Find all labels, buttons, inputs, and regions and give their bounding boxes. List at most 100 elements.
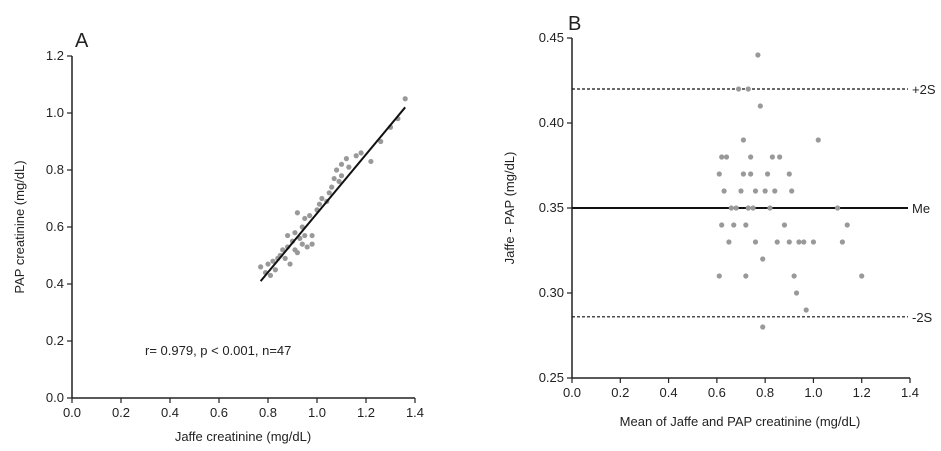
panel-b-data-point	[735, 86, 742, 92]
panel-b-label: B	[568, 13, 581, 35]
panel-b-data-point	[738, 188, 744, 194]
panel-a-data-point	[358, 150, 364, 156]
panel-b-data-point	[745, 86, 751, 92]
panel-b-data-point	[859, 273, 865, 279]
panel-b-data-point	[772, 188, 778, 194]
panel-b-x-ticks: 0.0 0.2 0.4 0.6 0.8 1.0 1.2 1.4	[563, 378, 919, 400]
panel-b-y-tick-label: 0.30	[539, 285, 564, 300]
panel-a-x-tick-label: 1.4	[406, 405, 424, 420]
panel-a-data-point	[334, 167, 340, 173]
panel-a-data-point	[294, 250, 300, 256]
panel-b-data-point	[774, 239, 780, 245]
panel-b-data-point	[844, 222, 850, 228]
panel-a-points	[258, 96, 408, 279]
panel-b-y-label: Jaffe - PAP (mg/dL)	[502, 152, 517, 265]
panel-b-reference-label: +2S	[912, 82, 936, 97]
panel-a-y-ticks: 0.0 0.2 0.4 0.6 0.8 1.0 1.2	[46, 48, 72, 405]
panel-b-data-point	[786, 239, 792, 245]
panel-b-x-tick-label: 0.6	[708, 385, 726, 400]
panel-a-data-point	[353, 153, 359, 159]
panel-a-data-point	[304, 244, 310, 250]
panel-a-data-point	[316, 201, 323, 207]
panel-a-x-ticks: 0.0 0.2 0.4 0.6 0.8 1.0 1.2 1.4	[63, 398, 424, 420]
panel-b-data-point	[743, 273, 749, 279]
panel-a-data-point	[272, 267, 278, 273]
panel-a-x-tick-label: 0.8	[259, 405, 277, 420]
panel-a-data-point	[338, 173, 345, 179]
panel-b-data-point	[719, 154, 725, 160]
panel-a-x-tick-label: 0.0	[63, 405, 81, 420]
panel-b-data-point	[815, 137, 821, 143]
panel-a-y-tick-label: 1.0	[46, 105, 64, 120]
panel-a-data-point	[302, 215, 308, 222]
panel-b-data-point	[767, 205, 773, 211]
panel-b-data-point	[719, 222, 725, 228]
panel-a-x-tick-label: 1.2	[357, 405, 375, 420]
panel-a-y-label: PAP creatinine (mg/dL)	[12, 160, 27, 293]
panel-b-data-point	[748, 154, 754, 160]
panel-b-data-point	[769, 154, 775, 160]
panel-a-label: A	[75, 30, 89, 52]
panel-b-data-point	[731, 222, 737, 228]
panel-a-annotation: r= 0.979, p < 0.001, n=47	[145, 343, 291, 358]
panel-b-data-point	[796, 239, 802, 245]
panel-a-y-tick-label: 0.0	[46, 390, 64, 405]
panel-b-x-tick-label: 0.0	[563, 385, 581, 400]
panel-b-points	[716, 52, 865, 330]
panel-b-x-tick-label: 0.2	[611, 385, 629, 400]
panel-b-y-tick-label: 0.45	[539, 30, 564, 45]
panel-a-x-tick-label: 0.2	[112, 405, 130, 420]
panel-a-data-point	[265, 261, 271, 267]
panel-b-data-point	[740, 137, 747, 143]
panel-a-data-point	[299, 241, 305, 247]
panel-a-data-point	[368, 158, 374, 165]
panel-a-data-point	[326, 190, 332, 196]
panel-a-data-point	[285, 232, 291, 239]
panel-b-data-point	[716, 273, 722, 279]
panel-b-data-point	[786, 171, 792, 177]
panel-b-data-point	[740, 171, 747, 177]
panel-b-data-point	[834, 205, 841, 211]
panel-a-data-point	[336, 178, 342, 184]
panel-b-x-tick-label: 0.4	[660, 385, 678, 400]
panel-a-data-point	[280, 247, 286, 253]
panel-b-x-label: Mean of Jaffe and PAP creatinine (mg/dL)	[620, 414, 861, 429]
panel-a-data-point	[329, 184, 335, 190]
panel-b-data-point	[803, 307, 809, 313]
panel-b-data-point	[728, 205, 734, 211]
panel-b-data-point	[764, 171, 771, 177]
panel-b-data-point	[743, 222, 749, 228]
panel-b-data-point	[760, 324, 766, 330]
panel-b-x-tick-label: 1.2	[853, 385, 871, 400]
panel-b-data-point	[750, 205, 756, 211]
panel-b-data-point	[801, 239, 807, 245]
panel-a-data-point	[287, 261, 293, 267]
panel-b-data-point	[810, 239, 817, 245]
panel-b-data-point	[752, 239, 759, 245]
panel-b-x-tick-label: 1.4	[901, 385, 919, 400]
panel-a-y-tick-label: 0.6	[46, 219, 64, 234]
panel-a-data-point	[346, 164, 352, 170]
panel-a-data-point	[307, 213, 313, 219]
panel-b-data-point	[723, 154, 730, 160]
panel-b-data-point	[721, 188, 727, 194]
panel-a-data-point	[309, 241, 315, 247]
panel-b-y-ticks: 0.25 0.30 0.35 0.40 0.45	[539, 30, 572, 385]
panel-b-data-point	[716, 171, 722, 177]
panel-a-data-point	[402, 96, 408, 102]
panel-a-data-point	[331, 175, 337, 182]
panel-b-data-point	[760, 256, 766, 262]
panel-b-data-point	[789, 188, 795, 194]
panel-b-data-point	[791, 273, 797, 279]
panel-b-y-tick-label: 0.40	[539, 115, 564, 130]
panel-b-data-point	[793, 290, 800, 296]
panel-a-data-point	[378, 138, 384, 145]
panel-b-reference-label: -2S	[912, 310, 933, 325]
panel-b-data-point	[752, 188, 759, 194]
panel-b-y-tick-label: 0.35	[539, 200, 564, 215]
panel-b-data-point	[762, 188, 768, 194]
panel-b: B 0.25 0.30 0.35 0.40 0.45 0.0 0.2 0.4 0.6 0.8 1.…	[502, 13, 936, 429]
panel-a-data-point	[292, 230, 298, 236]
panel-b-data-point	[745, 205, 751, 211]
